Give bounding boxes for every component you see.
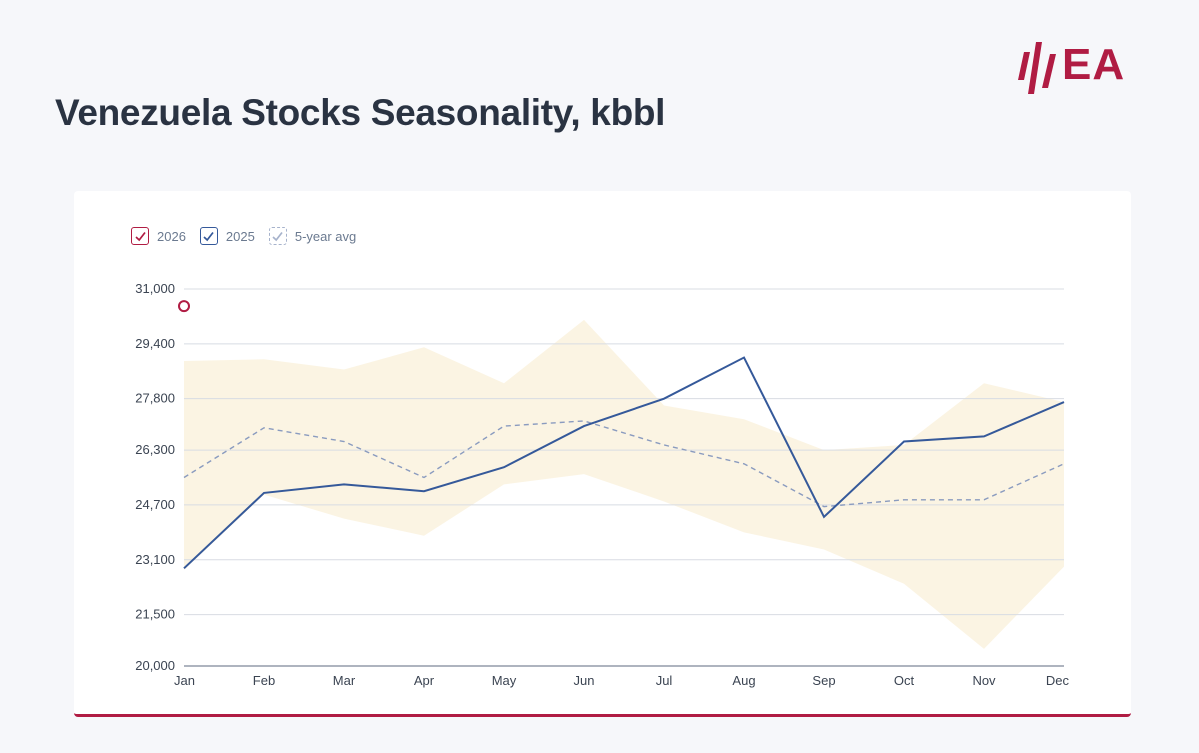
x-tick-label: Mar (333, 673, 356, 688)
x-tick-label: Nov (972, 673, 996, 688)
checkbox-icon[interactable] (131, 227, 149, 245)
y-tick-label: 23,100 (135, 552, 175, 567)
y-tick-label: 29,400 (135, 336, 175, 351)
x-tick-label: Jun (574, 673, 595, 688)
legend-item-2025[interactable]: 2025 (199, 227, 255, 245)
logo-text: EA (1062, 40, 1126, 89)
y-tick-label: 20,000 (135, 658, 175, 673)
legend-label: 2025 (225, 228, 255, 244)
x-tick-label: Oct (894, 673, 915, 688)
chart-legend: 2026 2025 5-year avg (131, 227, 356, 245)
x-tick-label: Apr (414, 673, 435, 688)
y-tick-label: 27,800 (135, 391, 175, 406)
legend-item-2026[interactable]: 2026 (131, 227, 186, 245)
x-tick-label: May (492, 673, 517, 688)
legend-label: 2026 (157, 228, 186, 244)
x-tick-label: Dec (1046, 673, 1070, 688)
x-tick-label: Feb (253, 673, 275, 688)
legend-item-5-year-avg[interactable]: 5-year avg (268, 227, 357, 245)
x-tick-label: Jan (174, 673, 195, 688)
page-title: Venezuela Stocks Seasonality, kbbl (55, 92, 666, 133)
y-tick-label: 24,700 (135, 497, 175, 512)
y-tick-label: 21,500 (135, 607, 175, 622)
series-point-2026 (178, 300, 190, 313)
series-line-2025 (183, 356, 1065, 570)
y-tick-label: 26,300 (135, 442, 175, 457)
x-tick-label: Jul (656, 673, 673, 688)
checkbox-icon[interactable] (268, 227, 287, 245)
legend-label: 5-year avg (294, 228, 357, 244)
y-tick-label: 31,000 (135, 281, 175, 296)
x-tick-label: Aug (732, 673, 755, 688)
x-tick-label: Sep (812, 673, 835, 688)
checkbox-icon[interactable] (199, 227, 218, 245)
logo-mark-icon (1018, 42, 1056, 94)
series-line-5-year-avg (183, 420, 1065, 508)
range-band-area (184, 319, 1064, 649)
